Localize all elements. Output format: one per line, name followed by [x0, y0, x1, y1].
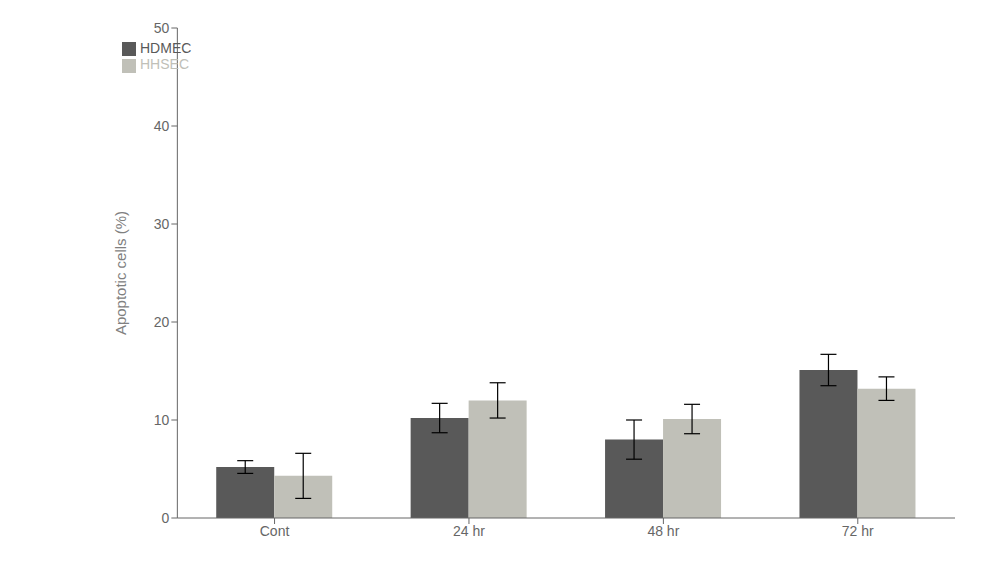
svg-text:24 hr: 24 hr — [453, 523, 485, 539]
svg-text:10: 10 — [154, 412, 170, 428]
svg-text:30: 30 — [154, 216, 170, 232]
html-text:HHSEC: HHSEC — [140, 56, 189, 73]
svg-text:40: 40 — [154, 118, 170, 134]
svg-text:Apoptotic cells (%): Apoptotic cells (%) — [112, 211, 129, 335]
svg-text:48 hr: 48 hr — [647, 523, 679, 539]
svg-text:72 hr: 72 hr — [842, 523, 874, 539]
html-text:HDMEC: HDMEC — [140, 40, 192, 56]
svg-text:Cont: Cont — [260, 523, 290, 539]
svg-text:50: 50 — [154, 20, 170, 36]
svg-text:20: 20 — [154, 314, 170, 330]
svg-text:0: 0 — [162, 510, 170, 526]
